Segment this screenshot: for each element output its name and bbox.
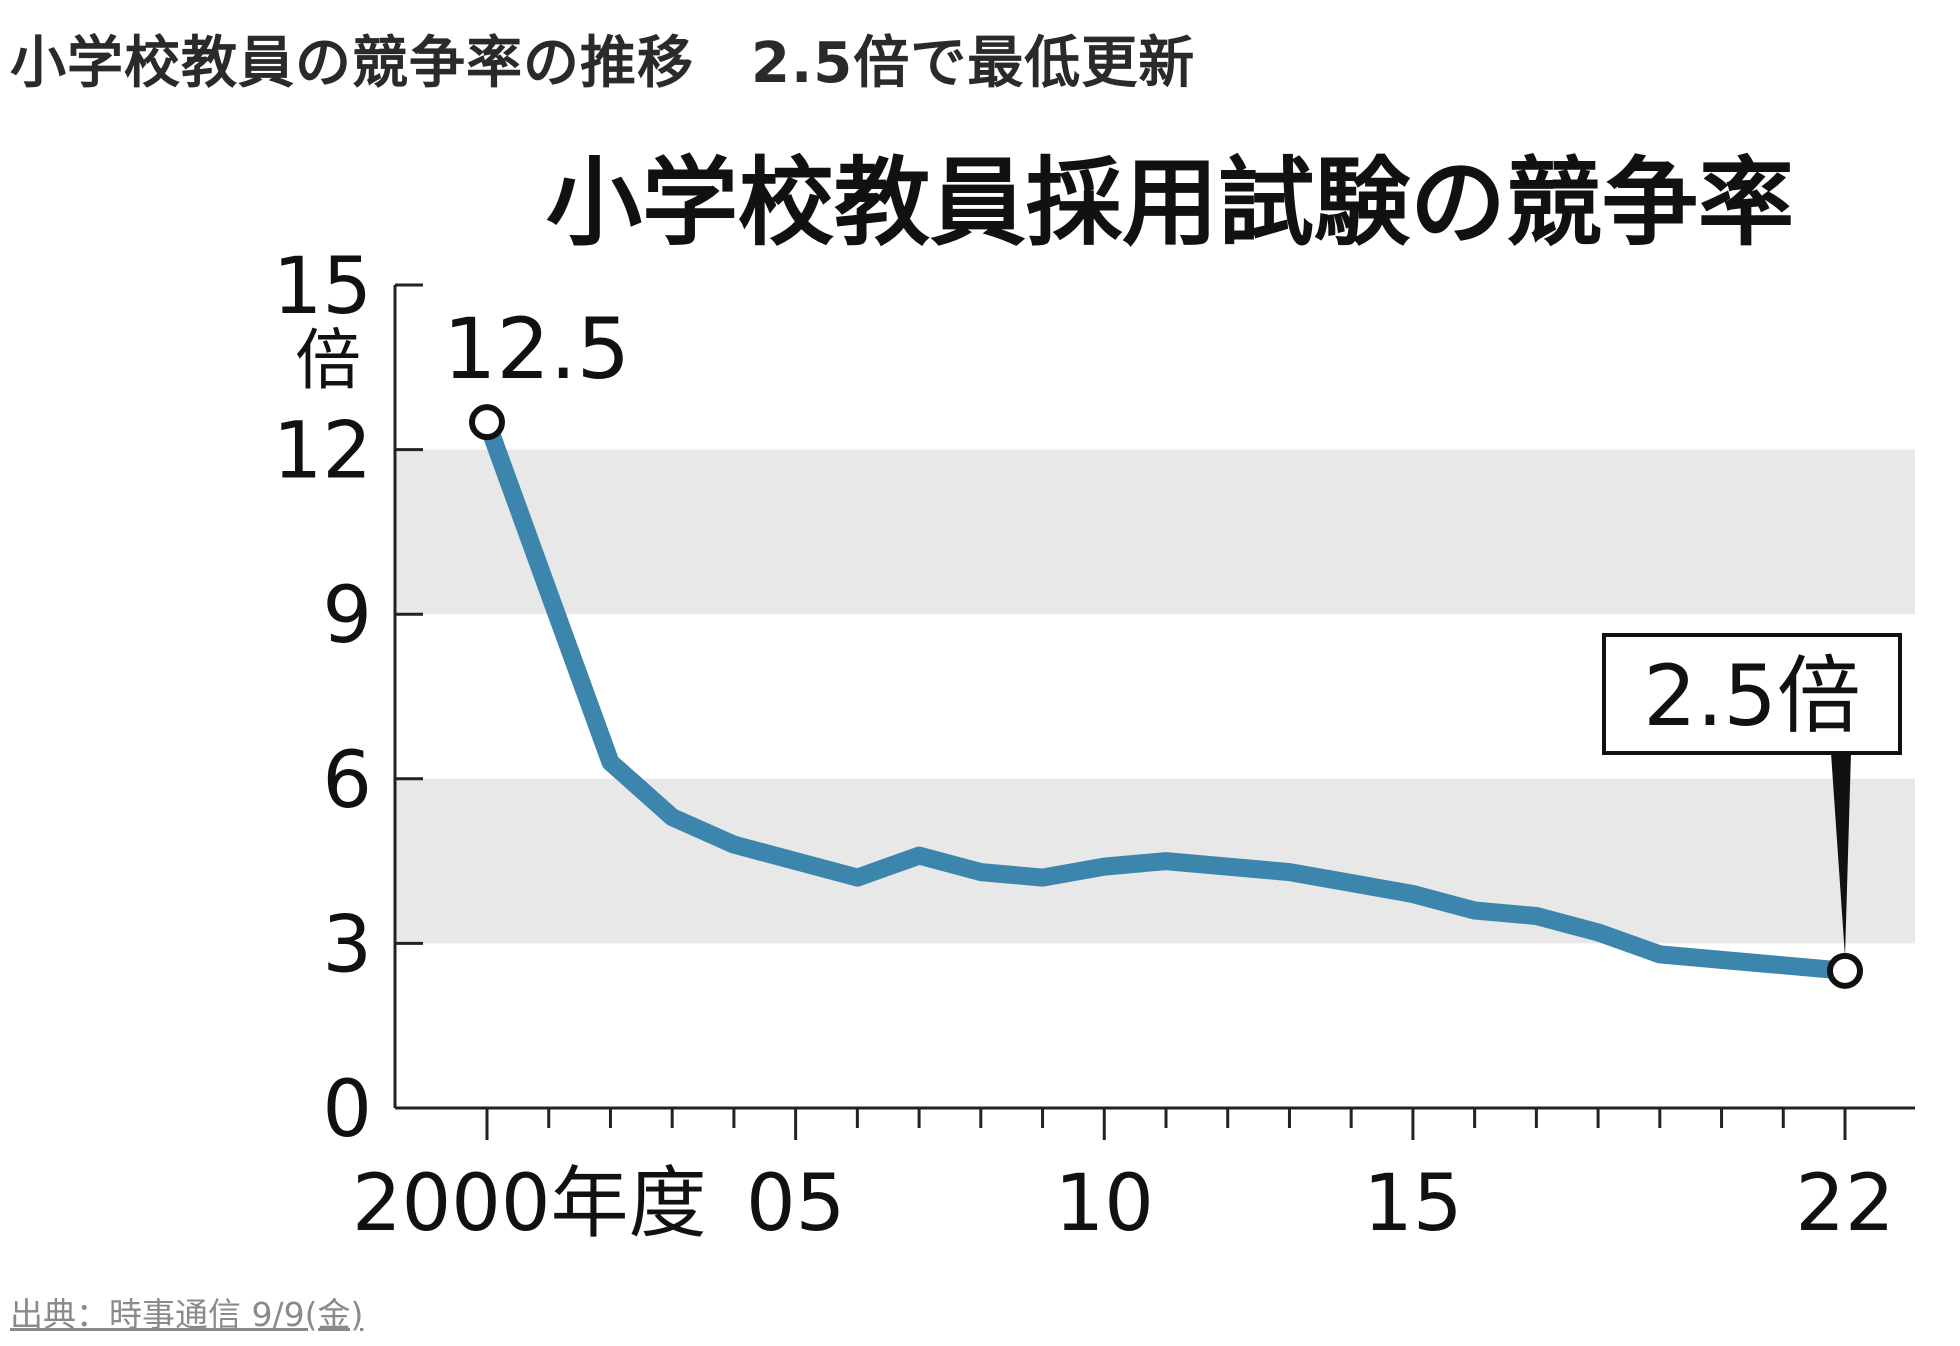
data-point-2019	[1655, 950, 1664, 959]
data-point-2009	[1038, 873, 1047, 882]
annotation-layer: 12.5 2.5倍	[443, 300, 1902, 989]
series-layer	[478, 413, 1854, 980]
data-point-2014	[1347, 879, 1356, 888]
y-tick-label-0: 0	[322, 1065, 372, 1155]
data-point-2020	[1717, 955, 1726, 964]
data-point-2012	[1223, 862, 1232, 871]
data-point-2006	[853, 873, 862, 882]
data-point-2021	[1779, 961, 1788, 970]
data-point-2001	[544, 588, 553, 597]
marker-end	[1827, 952, 1863, 989]
band-1	[395, 449, 1915, 615]
y-unit-label: 倍	[295, 322, 361, 399]
y-tick-label-12: 12	[273, 407, 372, 497]
data-point-2013	[1285, 868, 1294, 877]
label-end: 2.5倍	[1643, 647, 1861, 745]
data-point-2010	[1100, 862, 1109, 871]
x-tick-label-2010: 10	[1055, 1159, 1154, 1249]
data-point-2003	[668, 813, 677, 822]
chart-title: 小学校教員採用試験の競争率	[546, 147, 1794, 259]
data-point-2005	[791, 857, 800, 866]
y-tick-label-6: 6	[322, 736, 372, 826]
data-point-2008	[976, 868, 985, 877]
data-point-2016	[1470, 906, 1479, 915]
x-tick-label-2015: 15	[1363, 1159, 1462, 1249]
y-tick-label-9: 9	[322, 571, 372, 661]
y-tick-label-15: 15	[273, 242, 372, 332]
source-credit: 出典：時事通信 9/9(金)	[10, 1295, 364, 1334]
x-tick-label-2022: 22	[1795, 1159, 1894, 1249]
data-point-2002	[606, 758, 615, 767]
data-point-2018	[1594, 928, 1603, 937]
x-tick-label-2000: 2000年度	[352, 1159, 707, 1249]
data-point-2011	[1162, 857, 1170, 866]
y-tick-label-3: 3	[322, 900, 372, 990]
data-point-2004	[729, 840, 738, 849]
data-point-2015	[1408, 890, 1417, 899]
marker-start	[469, 404, 505, 441]
x-tick-label-2005: 05	[746, 1159, 845, 1249]
data-point-2007	[915, 851, 924, 860]
callout-pointer	[1831, 753, 1851, 957]
data-point-2017	[1532, 911, 1541, 920]
headline: 小学校教員の競争率の推移 2.5倍で最低更新	[10, 31, 1196, 96]
callout-box	[1602, 633, 1902, 755]
label-start: 12.5	[443, 300, 630, 398]
